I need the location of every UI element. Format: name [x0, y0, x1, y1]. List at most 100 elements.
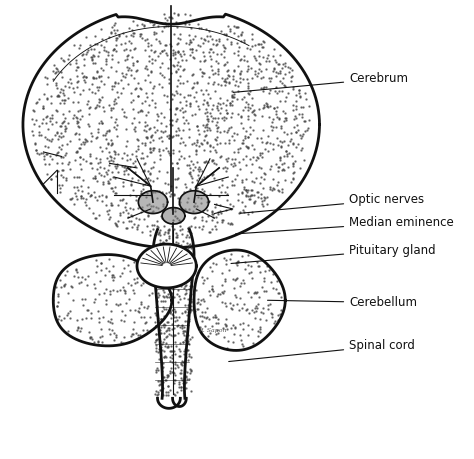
Point — [273, 181, 281, 189]
Point — [36, 150, 43, 157]
Point — [183, 231, 191, 239]
Point — [273, 278, 281, 285]
Point — [213, 225, 220, 233]
Point — [65, 328, 73, 335]
Point — [206, 127, 214, 134]
Point — [145, 200, 153, 207]
Point — [239, 140, 247, 147]
Point — [154, 317, 162, 324]
Point — [152, 99, 159, 106]
Point — [150, 203, 157, 210]
Point — [110, 123, 118, 130]
Point — [237, 56, 244, 63]
Point — [173, 290, 181, 297]
Point — [144, 174, 151, 181]
Point — [187, 173, 195, 180]
Point — [290, 85, 297, 93]
Point — [259, 87, 266, 95]
Point — [166, 132, 173, 139]
Point — [176, 248, 183, 256]
Point — [200, 121, 207, 129]
Point — [28, 116, 36, 123]
Point — [199, 273, 206, 280]
Point — [159, 292, 167, 299]
Point — [194, 194, 201, 201]
Point — [114, 217, 121, 224]
Point — [277, 143, 284, 150]
Point — [160, 230, 168, 238]
Point — [229, 301, 237, 308]
Point — [203, 120, 211, 127]
Point — [82, 314, 90, 321]
Point — [124, 164, 132, 172]
Point — [28, 128, 36, 135]
Point — [185, 170, 192, 177]
Point — [297, 94, 304, 101]
Point — [163, 145, 170, 152]
Point — [187, 230, 195, 237]
Point — [133, 279, 141, 286]
Point — [67, 282, 75, 290]
Point — [86, 335, 94, 342]
Point — [260, 104, 268, 111]
Point — [203, 172, 211, 179]
Point — [233, 131, 240, 138]
Point — [142, 267, 149, 274]
Point — [210, 159, 218, 167]
Point — [63, 311, 71, 319]
Point — [154, 297, 161, 304]
Point — [176, 369, 183, 377]
Point — [174, 299, 182, 306]
Point — [257, 191, 265, 198]
Point — [242, 152, 249, 160]
Point — [152, 348, 160, 355]
Point — [292, 91, 300, 99]
Point — [244, 321, 252, 328]
Point — [165, 331, 173, 338]
Point — [127, 98, 135, 106]
Point — [243, 143, 250, 151]
Point — [248, 208, 256, 216]
Point — [91, 172, 99, 179]
Point — [112, 174, 119, 182]
Point — [240, 301, 248, 308]
Point — [105, 127, 113, 134]
Point — [234, 148, 241, 155]
Point — [129, 17, 137, 25]
Point — [169, 253, 177, 260]
Point — [253, 289, 261, 296]
Point — [183, 317, 191, 325]
Point — [220, 287, 228, 294]
Point — [98, 260, 105, 267]
Point — [249, 127, 257, 134]
Point — [175, 292, 183, 299]
Point — [153, 174, 161, 182]
Point — [117, 316, 125, 324]
Point — [82, 137, 90, 144]
Point — [144, 152, 151, 160]
Point — [265, 267, 273, 274]
Point — [173, 62, 181, 69]
Point — [236, 69, 244, 77]
Point — [157, 110, 164, 117]
Point — [161, 91, 168, 98]
Point — [229, 338, 237, 346]
Point — [252, 41, 259, 49]
Point — [179, 327, 187, 334]
Point — [29, 107, 37, 114]
Point — [64, 78, 72, 85]
Point — [141, 77, 149, 84]
Point — [203, 198, 210, 206]
Point — [29, 131, 36, 138]
Point — [138, 100, 146, 107]
Point — [179, 108, 187, 116]
Point — [154, 22, 162, 29]
Point — [166, 307, 174, 314]
Point — [196, 25, 203, 32]
Point — [206, 109, 214, 117]
Point — [135, 205, 142, 212]
Point — [274, 317, 282, 324]
Point — [73, 78, 81, 85]
Point — [187, 353, 195, 361]
Point — [95, 98, 102, 106]
